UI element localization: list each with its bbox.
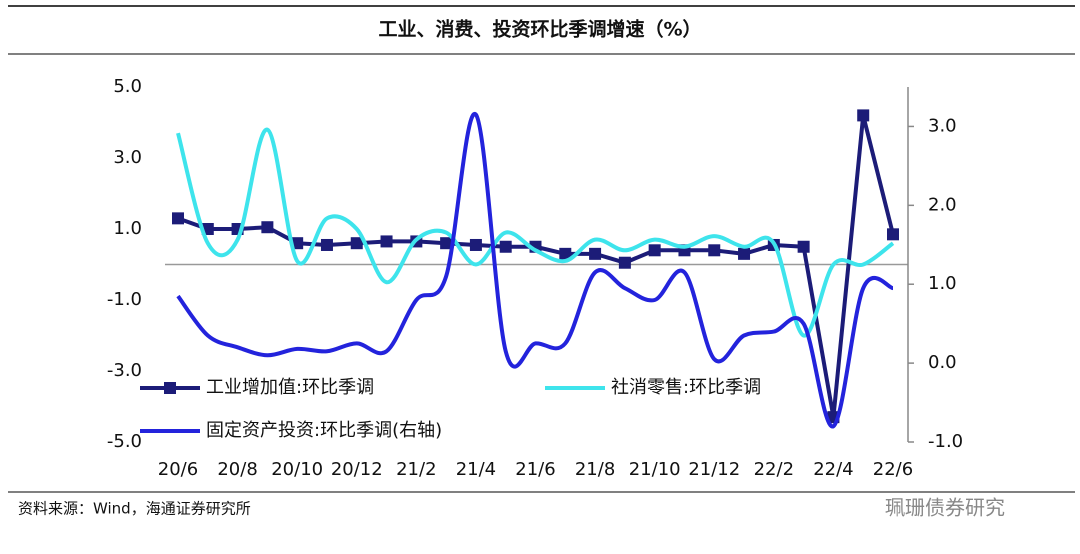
point-marker (618, 256, 631, 269)
x-tick-label: 21/2 (396, 459, 436, 480)
y-tick-label: 1.0 (113, 218, 142, 239)
point-marker (440, 237, 453, 250)
x-tick-label: 20/12 (331, 459, 383, 480)
point-marker (320, 238, 333, 251)
y-tick-label: 3.0 (113, 147, 142, 168)
point-marker (738, 247, 751, 260)
legend-marker (164, 382, 176, 394)
y2-tick-label: 0.0 (928, 352, 957, 373)
legend-label: 工业增加值:环比季调 (206, 377, 374, 398)
x-tick-label: 22/2 (754, 459, 794, 480)
point-marker (648, 244, 661, 257)
x-tick-label: 21/8 (575, 459, 615, 480)
point-marker (857, 109, 870, 122)
x-tick-label: 21/12 (688, 459, 740, 480)
point-marker (589, 247, 602, 260)
chart-title: 工业、消费、投资环比季调增速（%） (378, 18, 701, 41)
point-marker (559, 247, 572, 260)
point-marker (261, 221, 274, 234)
point-marker (172, 212, 184, 225)
x-tick-label: 20/10 (271, 459, 323, 480)
legend-label: 社消零售:环比季调 (611, 377, 761, 398)
source: 资料来源：Wind，海通证券研究所 (18, 500, 251, 518)
x-tick-label: 21/6 (515, 459, 555, 480)
x-tick-label: 21/10 (629, 459, 681, 480)
x-tick-label: 20/6 (158, 459, 198, 480)
point-marker (797, 240, 810, 253)
watermark: 珮珊债券研究 (885, 496, 1005, 520)
series-line (176, 112, 894, 429)
point-marker (499, 240, 512, 253)
y-tick-label: 5.0 (113, 76, 142, 97)
y2-tick-label: 3.0 (928, 115, 957, 136)
point-marker (469, 238, 482, 251)
point-marker (887, 228, 899, 241)
point-marker (678, 244, 691, 257)
y-tick-label: -1.0 (107, 289, 142, 310)
point-marker (380, 235, 393, 248)
x-tick-label: 22/6 (873, 459, 913, 480)
legend-label: 固定资产投资:环比季调(右轴) (206, 420, 442, 441)
x-tick-label: 21/4 (456, 459, 496, 480)
y2-tick-label: -1.0 (928, 431, 963, 452)
y-tick-label: -5.0 (107, 431, 142, 452)
y2-tick-label: 2.0 (928, 194, 957, 215)
series-line (177, 113, 895, 420)
point-marker (708, 244, 721, 257)
y2-tick-label: 1.0 (928, 273, 957, 294)
x-tick-label: 20/8 (217, 459, 257, 480)
series-line (176, 127, 895, 338)
x-tick-label: 22/4 (813, 459, 853, 480)
point-marker (350, 237, 363, 250)
y-tick-label: -3.0 (107, 360, 142, 381)
